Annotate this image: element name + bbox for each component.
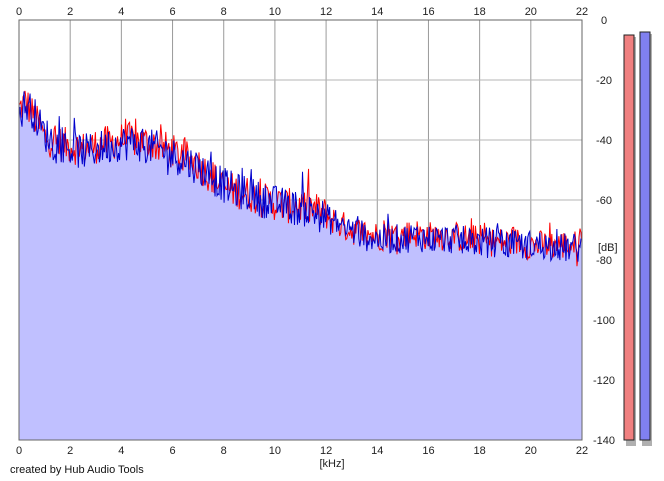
- y-tick-labels: 0 -20 -40 -60 -80 -100 -120 -140: [593, 15, 615, 447]
- x-tick-label-top: 2: [67, 6, 73, 18]
- x-tick-label-top: 14: [371, 6, 383, 18]
- x-axis-label: [kHz]: [319, 458, 344, 470]
- x-tick-label-bottom: 10: [269, 445, 281, 457]
- y-tick-label: -120: [593, 375, 615, 387]
- x-tick-label-bottom: 2: [67, 445, 73, 457]
- x-tick-label-top: 18: [474, 6, 486, 18]
- y-axis-label: [dB]: [598, 242, 618, 254]
- series-lines: [18, 90, 583, 267]
- x-tick-label-bottom: 14: [371, 445, 383, 457]
- x-tick-label-bottom: 12: [320, 445, 332, 457]
- level-meters: [623, 31, 652, 446]
- x-tick-label-bottom: 22: [576, 445, 588, 457]
- y-tick-label: 0: [601, 15, 607, 27]
- plot-frame: [18, 19, 583, 441]
- series-line-2: [18, 91, 583, 263]
- level-meter-1: [623, 34, 635, 441]
- y-tick-label: -140: [593, 435, 615, 447]
- y-tick-label: -20: [596, 75, 612, 87]
- level-meter-2: [639, 31, 651, 441]
- x-tick-label-top: 22: [576, 6, 588, 18]
- spectrum-fill: [19, 90, 582, 441]
- y-tick-label: -100: [593, 315, 615, 327]
- x-tick-label-bottom: 16: [422, 445, 434, 457]
- x-tick-labels-top: 0 2 4 6 8 10 12 14 16 18 20 22: [16, 6, 588, 18]
- x-tick-label-top: 0: [16, 6, 22, 18]
- x-tick-labels-bottom: 0 2 4 6 8 10 12 14 16 18 20 22: [16, 445, 588, 457]
- x-tick-label-top: 8: [221, 6, 227, 18]
- x-tick-label-bottom: 6: [169, 445, 175, 457]
- spectrum-area: [19, 90, 582, 441]
- x-tick-label-top: 10: [269, 6, 281, 18]
- x-tick-label-top: 12: [320, 6, 332, 18]
- x-tick-label-bottom: 0: [16, 445, 22, 457]
- y-tick-label: -60: [596, 195, 612, 207]
- x-tick-label-bottom: 4: [118, 445, 124, 457]
- credit-text: created by Hub Audio Tools: [10, 464, 144, 476]
- x-tick-label-bottom: 18: [474, 445, 486, 457]
- y-tick-label: -80: [596, 255, 612, 267]
- x-tick-label-top: 16: [422, 6, 434, 18]
- y-tick-label: -40: [596, 135, 612, 147]
- x-tick-label-top: 4: [118, 6, 124, 18]
- x-tick-label-top: 6: [169, 6, 175, 18]
- x-tick-label-top: 20: [525, 6, 537, 18]
- x-tick-label-bottom: 8: [221, 445, 227, 457]
- x-tick-label-bottom: 20: [525, 445, 537, 457]
